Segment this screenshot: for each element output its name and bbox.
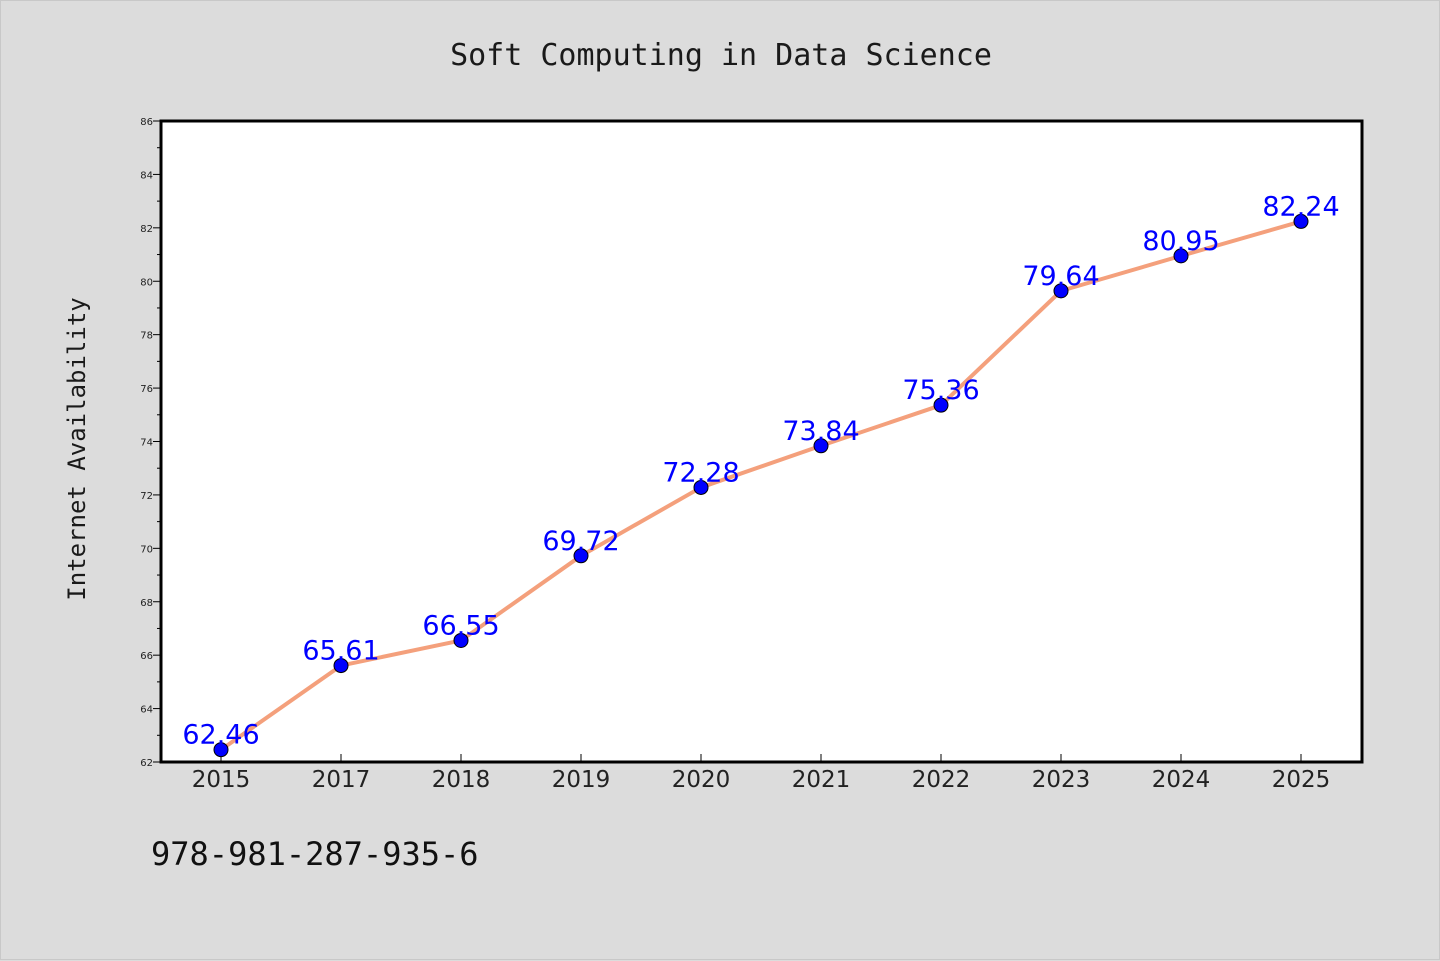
data-point xyxy=(453,632,469,648)
y-tick-label: 80 xyxy=(140,277,153,288)
y-axis-ticks: 62 64 66 68 70 72 74 76 78 80 82 84 86 xyxy=(140,117,161,769)
data-label: 69.72 xyxy=(542,526,619,557)
y-tick-label: 72 xyxy=(140,491,153,502)
data-label: 80.95 xyxy=(1142,226,1219,257)
data-label: 82.24 xyxy=(1262,191,1339,222)
y-tick-label: 70 xyxy=(140,544,153,555)
y-tick-label: 82 xyxy=(140,224,153,235)
x-axis-ticks: 2015 2017 2018 2019 2020 2021 2022 2023 2024 2025 xyxy=(192,754,1331,793)
data-point xyxy=(813,438,829,454)
data-label: 66.55 xyxy=(422,610,499,641)
y-tick-label: 84 xyxy=(140,170,153,181)
y-axis-label: Internet Availability xyxy=(63,297,91,600)
x-tick-label: 2019 xyxy=(552,767,611,793)
footer-isbn: 978-981-287-935-6 xyxy=(151,835,479,873)
chart-title: Soft Computing in Data Science xyxy=(450,38,992,73)
y-tick-label: 74 xyxy=(140,438,153,449)
series-line xyxy=(219,219,1302,752)
series-line-group: 62.46 65.61 66.55 69.72 72.28 73.84 75.36 79.64… xyxy=(182,191,1340,758)
data-point xyxy=(1173,248,1189,264)
data-label: 72.28 xyxy=(662,457,739,488)
x-tick-label: 2022 xyxy=(912,767,971,793)
data-point xyxy=(213,742,229,758)
y-tick-label: 78 xyxy=(140,331,153,342)
y-tick-label: 86 xyxy=(140,117,153,128)
data-point xyxy=(933,397,949,413)
x-tick-label: 2018 xyxy=(432,767,491,793)
data-label: 75.36 xyxy=(902,375,979,406)
data-label: 79.64 xyxy=(1022,261,1099,292)
x-tick-label: 2024 xyxy=(1152,767,1211,793)
data-point xyxy=(1293,213,1309,229)
data-label: 65.61 xyxy=(302,636,379,667)
x-tick-label: 2023 xyxy=(1032,767,1091,793)
x-tick-label: 2017 xyxy=(312,767,371,793)
y-tick-label: 66 xyxy=(140,651,153,662)
data-point xyxy=(693,479,709,495)
plot-area xyxy=(159,119,1364,764)
x-tick-label: 2021 xyxy=(792,767,851,793)
y-tick-label: 76 xyxy=(140,384,153,395)
data-label: 73.84 xyxy=(782,416,859,447)
y-tick-label: 68 xyxy=(140,598,153,609)
data-point xyxy=(333,658,349,674)
x-tick-label: 2020 xyxy=(672,767,731,793)
data-label: 62.46 xyxy=(182,720,259,751)
y-tick-label: 62 xyxy=(140,758,153,769)
data-point xyxy=(573,548,589,564)
x-tick-label: 2015 xyxy=(192,767,251,793)
data-point xyxy=(1053,283,1069,299)
y-tick-label: 64 xyxy=(140,705,153,716)
x-tick-label: 2025 xyxy=(1272,767,1331,793)
